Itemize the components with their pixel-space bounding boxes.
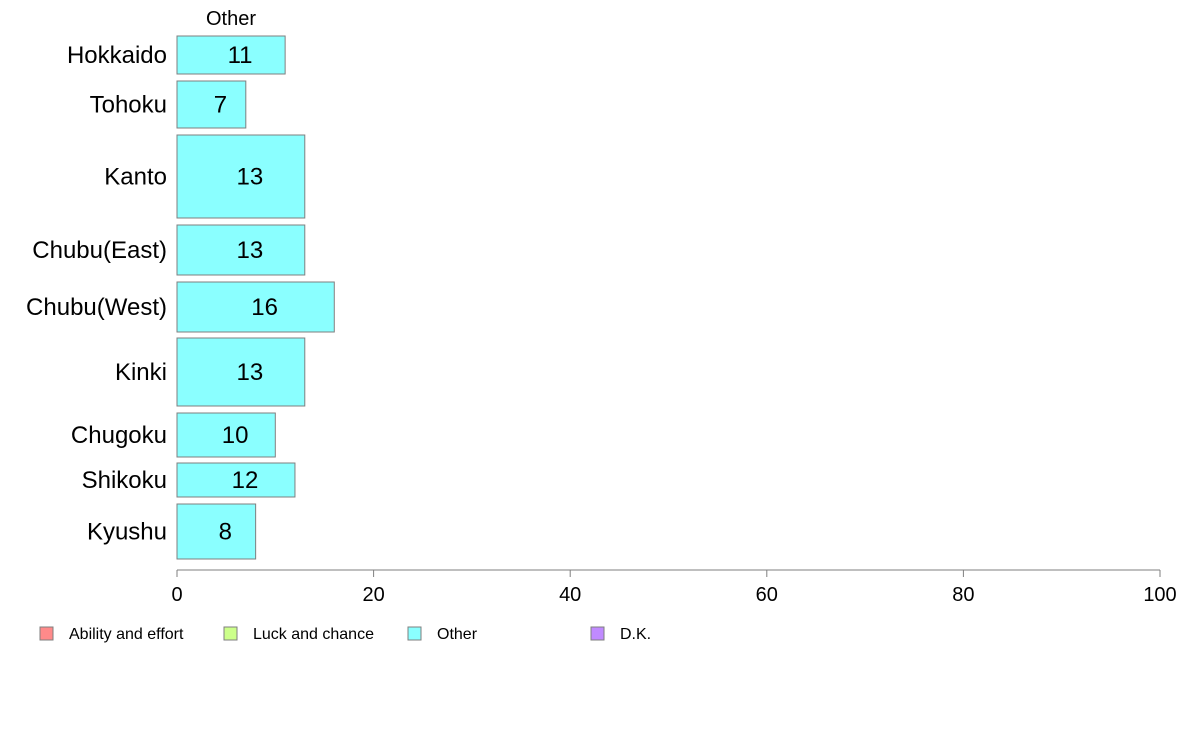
legend-swatch-luck-and-chance xyxy=(223,626,238,641)
x-tick-label: 20 xyxy=(362,584,384,606)
bar-value-label: 16 xyxy=(251,294,278,321)
x-tick-label: 60 xyxy=(756,584,778,606)
x-tick-label: 80 xyxy=(952,584,974,606)
bar-shikoku xyxy=(176,462,296,498)
category-labels: Hokkaido Tohoku Kanto Chubu(East) Chubu(West… xyxy=(26,42,167,546)
category-label: Kinki xyxy=(115,359,167,386)
bar-kinki xyxy=(176,337,306,407)
category-label: Tohoku xyxy=(90,92,167,119)
category-label: Kanto xyxy=(104,164,167,191)
legend-label-ability-and-effort: Ability and effort xyxy=(69,626,184,643)
legend-label-other: Other xyxy=(437,626,478,643)
bar-value-label: 13 xyxy=(237,359,264,386)
bars-group: 117 13 13 16 13 10 128 xyxy=(176,35,335,560)
bar-value-label: 13 xyxy=(237,164,264,191)
bar-kanto xyxy=(176,134,306,219)
category-label: Chubu(West) xyxy=(26,294,167,321)
bar-value-label: 8 xyxy=(219,519,232,546)
bar-chubu-west xyxy=(176,281,335,333)
category-label: Chugoku xyxy=(71,422,167,449)
legend-swatch-other xyxy=(407,626,422,641)
bar-value-label: 11 xyxy=(228,42,253,69)
legend-swatch-ability-and-effort xyxy=(39,626,54,641)
bar-chugoku xyxy=(176,412,276,458)
column-header: Other xyxy=(206,8,256,30)
bar-chubu-east xyxy=(176,224,306,276)
x-tick-label: 0 xyxy=(171,584,182,606)
bar-value-label: 13 xyxy=(237,237,264,264)
bar-kyushu xyxy=(176,503,257,560)
bar-hokkaido xyxy=(176,35,286,75)
legend-swatch-d-k xyxy=(590,626,605,641)
bar-value-label: 10 xyxy=(222,422,249,449)
category-label: Hokkaido xyxy=(67,42,167,69)
bar-value-label: 12 xyxy=(232,467,259,494)
category-label: Kyushu xyxy=(87,519,167,546)
legend-label-luck-and-chance: Luck and chance xyxy=(253,626,374,643)
legend-label-d-k: D.K. xyxy=(620,626,651,643)
category-label: Shikoku xyxy=(82,467,167,494)
bar-value-label: 7 xyxy=(214,92,227,119)
x-tick-label: 40 xyxy=(559,584,581,606)
x-tick-label: 100 xyxy=(1143,584,1176,606)
category-label: Chubu(East) xyxy=(32,237,167,264)
x-axis: 0 20 40 60 80 100 xyxy=(171,569,1177,606)
legend: Ability and effort Luck and chance Other D.… xyxy=(39,626,651,643)
bar-tohoku xyxy=(176,80,247,129)
